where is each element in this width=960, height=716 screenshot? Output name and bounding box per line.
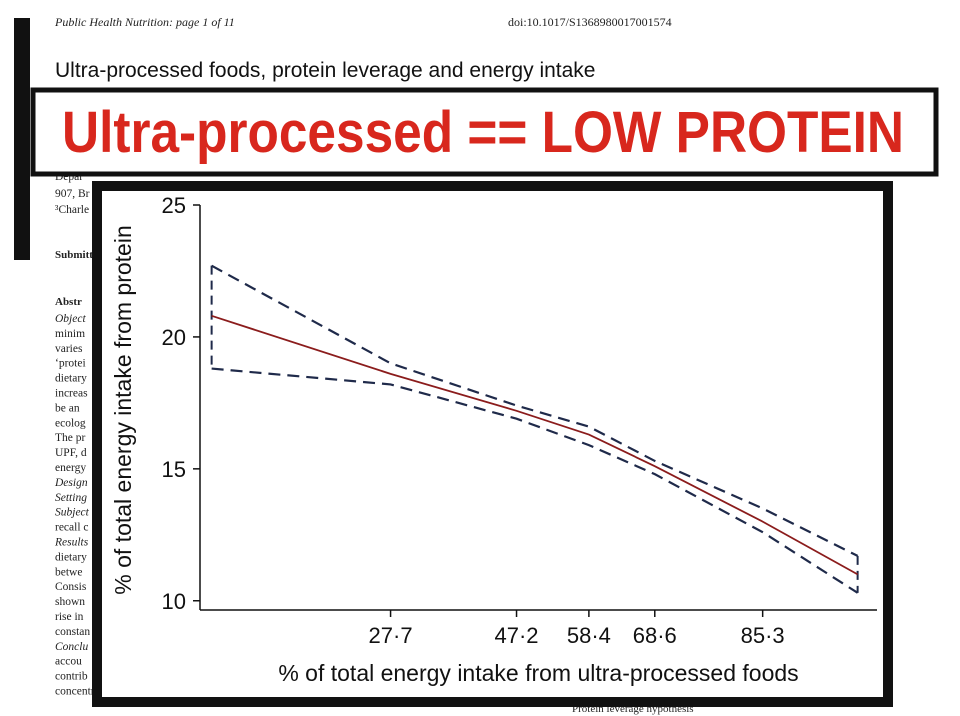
banner: Ultra-processed == LOW PROTEIN [62, 100, 904, 165]
paper-fragment: rise in [55, 611, 84, 623]
paper-fragment: accou [55, 656, 82, 668]
paper-fragment: Results [54, 537, 89, 549]
paper-fragment: UPF, d [55, 447, 87, 459]
paper-fragment: dietary [55, 373, 87, 385]
x-tick-label: 58·4 [567, 623, 611, 648]
paper-fragment: Setting [55, 492, 87, 504]
journal: Public Health Nutrition: page 1 of 11 [54, 15, 235, 29]
y-tick-label: 20 [162, 325, 186, 350]
side-bar [14, 18, 30, 260]
paper-fragment: ³Charle [55, 204, 89, 216]
paper-fragment: be an [55, 402, 80, 414]
banner-box [30, 87, 939, 177]
y-axis-label: % of total energy intake from protein [110, 225, 136, 594]
x-tick-label: 47·2 [495, 623, 539, 648]
confidence-band [211, 367, 859, 594]
paper-fragment: betwe [55, 566, 82, 578]
x-tick-label: 85·3 [741, 623, 785, 648]
paper-fragment: Submitted [55, 249, 104, 261]
y-tick-label: 15 [162, 457, 186, 482]
paper-fragment: shown [55, 596, 85, 608]
paper-fragment: Abstr [55, 296, 82, 308]
x-axis-label: % of total energy intake from ultra-proc… [278, 660, 798, 686]
paper-fragment: recall c [55, 522, 89, 534]
paper-fragment: Consis [55, 581, 87, 593]
paper-fragment: ‘protei [55, 358, 86, 370]
paper-fragment: Design [54, 477, 88, 489]
paper-fragment: varies [55, 343, 83, 355]
paper-fragment: constan [55, 626, 90, 638]
doi: doi:10.1017/S1368980017001574 [508, 15, 672, 29]
paper-fragment: ecolog [55, 417, 86, 429]
y-tick-label: 25 [162, 193, 186, 218]
chart-frame [92, 181, 893, 707]
fit-line [211, 314, 859, 576]
paper-fragment: Object [55, 313, 86, 325]
paper-fragment: 907, Br [55, 188, 90, 200]
paper-fragment: minim [55, 328, 85, 340]
paper-fragment: energy [55, 462, 86, 474]
paper-fragment: Conclu [55, 641, 88, 653]
y-tick-label: 10 [162, 589, 186, 614]
x-tick-label: 27·7 [369, 623, 413, 648]
x-tick-label: 68·6 [633, 623, 677, 648]
paper-fragment: increas [55, 388, 88, 400]
paper-fragment: dietary [55, 551, 87, 563]
paper-fragment: The pr [55, 432, 86, 444]
paper-fragment: Subject [55, 507, 90, 519]
paper-title: Ultra-processed foods, protein leverage … [55, 59, 595, 82]
paper-fragment: contrib [55, 671, 88, 683]
